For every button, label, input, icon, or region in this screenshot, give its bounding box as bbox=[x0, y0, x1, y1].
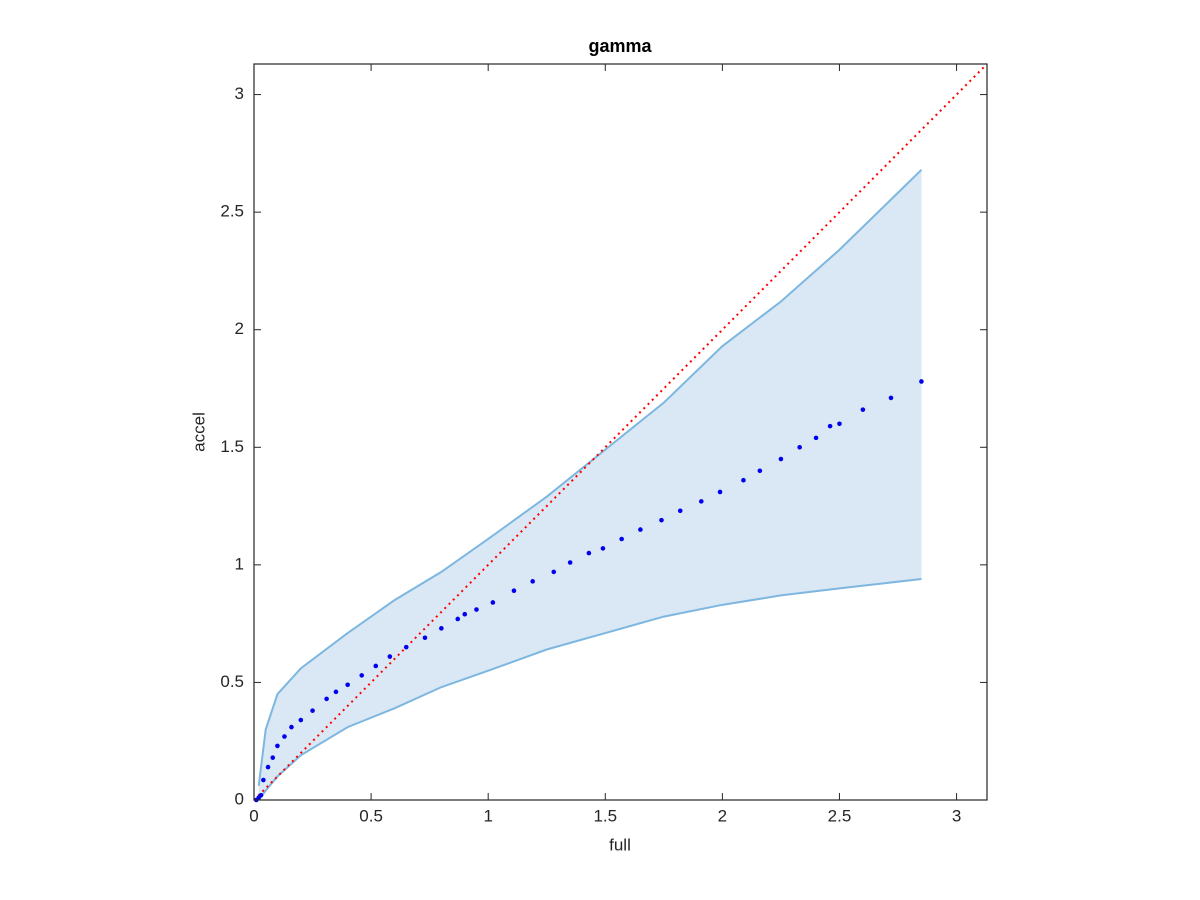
data-point bbox=[778, 456, 784, 462]
data-point bbox=[638, 527, 643, 532]
data-point bbox=[275, 743, 280, 749]
data-point bbox=[373, 663, 379, 669]
data-point bbox=[324, 696, 329, 702]
x-tick-label: 0.5 bbox=[359, 806, 383, 825]
y-tick-label: 2 bbox=[235, 319, 244, 338]
y-tick-label: 0.5 bbox=[220, 672, 244, 691]
data-point bbox=[422, 635, 428, 641]
y-tick-label: 1 bbox=[235, 554, 244, 573]
data-point bbox=[813, 435, 819, 441]
data-point bbox=[511, 588, 517, 594]
data-point bbox=[310, 708, 315, 713]
data-point bbox=[261, 777, 266, 783]
y-tick-label: 2.5 bbox=[220, 202, 244, 221]
data-point bbox=[797, 444, 802, 450]
data-point bbox=[403, 644, 409, 650]
x-tick-label: 1 bbox=[483, 806, 492, 825]
data-point bbox=[439, 626, 444, 631]
data-point bbox=[741, 477, 746, 483]
data-point bbox=[387, 654, 393, 659]
band-area bbox=[258, 169, 922, 800]
data-point bbox=[619, 536, 624, 542]
data-point bbox=[717, 489, 723, 495]
data-point bbox=[600, 546, 606, 551]
data-point bbox=[677, 508, 683, 514]
x-axis-label: full bbox=[609, 835, 631, 854]
data-point bbox=[455, 616, 461, 622]
chart-title: gamma bbox=[588, 36, 652, 56]
data-point bbox=[265, 764, 271, 770]
data-point bbox=[827, 423, 833, 429]
data-point bbox=[586, 550, 592, 556]
data-point bbox=[282, 734, 287, 739]
y-tick-label: 0 bbox=[235, 789, 244, 808]
x-tick-label: 3 bbox=[952, 806, 961, 825]
data-point bbox=[270, 755, 276, 760]
data-point bbox=[698, 499, 704, 504]
axes-box bbox=[253, 63, 988, 801]
x-tick-label: 1.5 bbox=[593, 806, 617, 825]
y-tick-label: 3 bbox=[235, 84, 244, 103]
x-tick-label: 2.5 bbox=[828, 806, 852, 825]
reference-line bbox=[253, 63, 988, 801]
data-point bbox=[359, 673, 365, 678]
data-point bbox=[757, 468, 763, 474]
data-point bbox=[860, 407, 866, 412]
data-point bbox=[258, 792, 264, 798]
data-point bbox=[462, 611, 468, 617]
data-point bbox=[659, 517, 664, 523]
data-point bbox=[567, 560, 573, 565]
data-point bbox=[551, 569, 557, 575]
y-axis-label: accel bbox=[189, 412, 208, 452]
data-point bbox=[888, 395, 894, 401]
data-point bbox=[333, 689, 339, 695]
data-point bbox=[298, 717, 304, 723]
data-point bbox=[289, 724, 294, 730]
data-point bbox=[474, 607, 479, 612]
data-point bbox=[837, 421, 842, 427]
data-point bbox=[530, 579, 535, 584]
x-tick-label: 2 bbox=[718, 806, 727, 825]
data-point bbox=[345, 682, 350, 688]
data-point bbox=[490, 600, 496, 605]
y-tick-label: 1.5 bbox=[220, 437, 244, 456]
data-point bbox=[919, 379, 924, 384]
band-upper bbox=[257, 169, 923, 787]
x-tick-label: 0 bbox=[249, 806, 258, 825]
